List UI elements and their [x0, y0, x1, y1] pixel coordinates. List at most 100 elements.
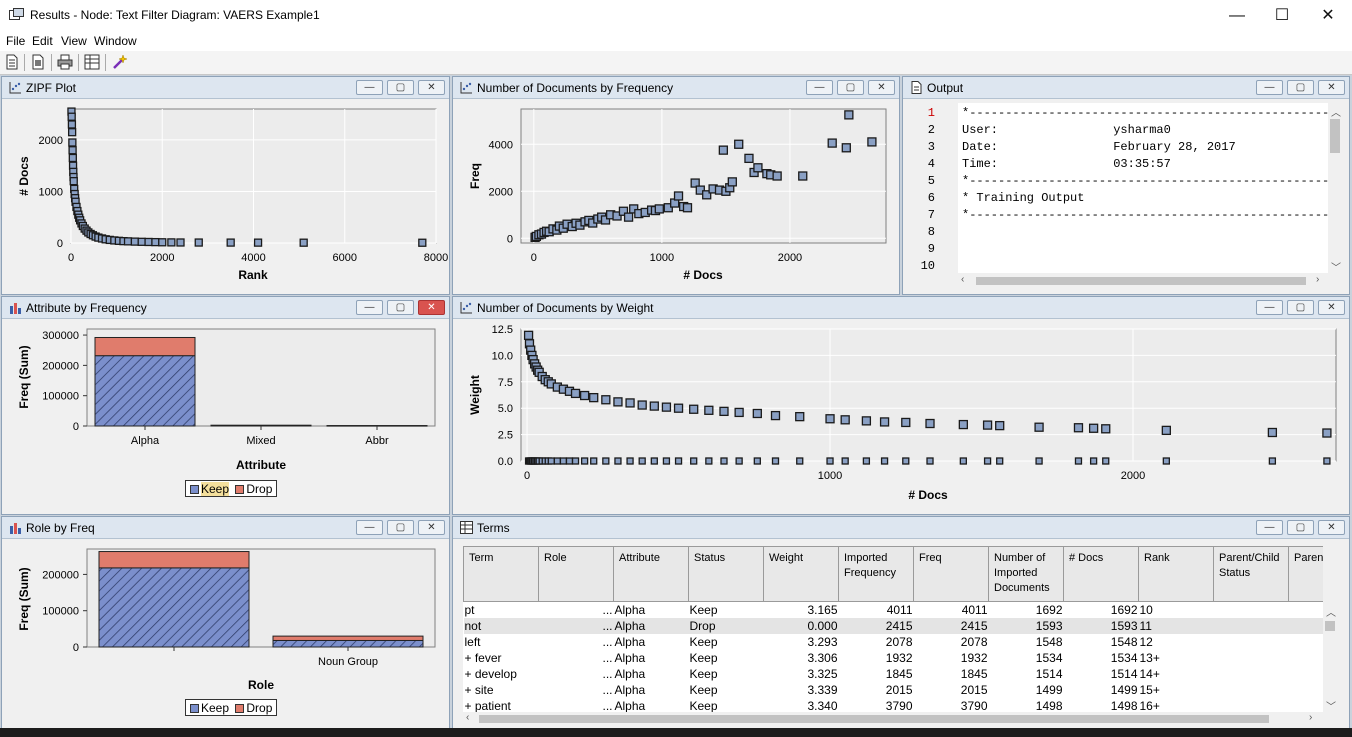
docs-weight-point: [704, 405, 714, 415]
menu-file[interactable]: File: [6, 34, 26, 48]
minimize-panel-button[interactable]: —: [356, 300, 383, 315]
docs-weight-y-tick: 7.5: [498, 377, 513, 389]
minimize-panel-button[interactable]: —: [1256, 300, 1283, 315]
docs-weight-zero-point: [602, 457, 610, 465]
docs-weight-point: [649, 401, 659, 411]
close-window-button[interactable]: ✕: [1321, 7, 1335, 24]
restore-panel-button[interactable]: ▢: [1287, 300, 1314, 315]
terms-column-header[interactable]: Paren: [1288, 546, 1323, 602]
docs-weight-point: [861, 416, 872, 426]
close-panel-button[interactable]: ✕: [418, 80, 445, 95]
terms-column-header[interactable]: Weight: [763, 546, 839, 602]
terms-cell: 3.165: [807, 602, 838, 617]
close-panel-button[interactable]: ✕: [1318, 300, 1345, 315]
close-panel-button[interactable]: ✕: [868, 80, 895, 95]
terms-cell: Keep: [689, 634, 718, 649]
close-panel-button[interactable]: ✕: [418, 300, 445, 315]
docs-freq-y-tick: 4000: [489, 139, 513, 151]
terms-vertical-scrollbar[interactable]: ︿ ﹀: [1323, 603, 1337, 713]
attr-category-label: Alpha: [131, 435, 160, 447]
minimize-panel-button[interactable]: —: [1256, 80, 1283, 95]
minimize-panel-button[interactable]: —: [1256, 520, 1283, 535]
restore-panel-button[interactable]: ▢: [837, 80, 864, 95]
terms-cell: 15+: [1139, 682, 1160, 697]
restore-panel-button[interactable]: ▢: [387, 520, 414, 535]
terms-column-header[interactable]: Freq: [913, 546, 989, 602]
attr-bar-drop: [94, 336, 196, 357]
terms-cell: Alpha: [614, 602, 646, 617]
close-panel-button[interactable]: ✕: [418, 520, 445, 535]
close-panel-button[interactable]: ✕: [1318, 520, 1345, 535]
menu-window[interactable]: Window: [94, 34, 137, 48]
restore-panel-button[interactable]: ▢: [1287, 520, 1314, 535]
terms-column-header[interactable]: Imported Frequency: [838, 546, 914, 602]
attribute-by-frequency-header[interactable]: Attribute by Frequency — ▢ ✕: [2, 297, 449, 319]
window-title: Results - Node: Text Filter Diagram: VAE…: [30, 8, 320, 22]
terms-cell: Alpha: [614, 666, 646, 681]
docs-weight-zero-point: [771, 457, 780, 465]
terms-cell: [1288, 617, 1323, 634]
terms-row[interactable]: + fever... Alpha Keep 3.306 1932 1932 1534 1534…: [464, 650, 1324, 666]
docs-weight-point: [752, 408, 762, 419]
terms-row[interactable]: left... Alpha Keep 3.293 2078 2078 1548 1548 12: [464, 634, 1324, 650]
table-view-icon[interactable]: [84, 54, 100, 70]
zipf-plot-header[interactable]: ZIPF Plot — ▢ ✕: [2, 77, 449, 99]
docs-weight-zero-point: [735, 457, 743, 465]
output-line-number: 4: [927, 157, 935, 171]
terms-row[interactable]: pt... Alpha Keep 3.165 4011 4011 1692 1692 10: [464, 602, 1324, 618]
restore-panel-button[interactable]: ▢: [387, 300, 414, 315]
print-icon[interactable]: [57, 54, 73, 70]
attr-y-tick: 100000: [42, 391, 79, 403]
close-panel-button[interactable]: ✕: [1318, 80, 1345, 95]
terms-row[interactable]: + site... Alpha Keep 3.339 2015 2015 1499 1499 1…: [464, 682, 1324, 698]
menu-view[interactable]: View: [61, 34, 87, 48]
maximize-window-button[interactable]: ☐: [1274, 7, 1290, 24]
terms-cell: 1534: [1110, 650, 1138, 665]
terms-header[interactable]: Terms — ▢ ✕: [453, 517, 1349, 539]
terms-cell: [1289, 634, 1324, 650]
terms-row[interactable]: + patient... Alpha Keep 3.340 3790 3790 1498 14…: [464, 698, 1324, 713]
terms-cell: ...: [602, 698, 613, 713]
docs-by-weight-header[interactable]: Number of Documents by Weight — ▢ ✕: [453, 297, 1349, 319]
output-text-area[interactable]: *---------------------------------------…: [958, 103, 1328, 273]
output-horizontal-scrollbar[interactable]: ‹ ›: [958, 274, 1328, 288]
legend-drop-label: Drop: [246, 482, 273, 496]
terms-column-header[interactable]: # Docs: [1063, 546, 1139, 602]
minimize-panel-button[interactable]: —: [806, 80, 833, 95]
terms-horizontal-scrollbar[interactable]: ‹ ›: [463, 712, 1323, 726]
zipf-point: [167, 238, 176, 247]
terms-row[interactable]: + develop... Alpha Keep 3.325 1845 1845 1514 15…: [464, 666, 1324, 682]
docs-weight-point: [601, 395, 611, 405]
terms-column-header[interactable]: Rank: [1138, 546, 1214, 602]
attribute-by-frequency-chart: 0 100000 200000 300000 Alpha Mixed Abbr Attri…: [17, 328, 436, 472]
magic-wand-icon[interactable]: [112, 54, 128, 70]
terms-column-header[interactable]: Number of Imported Documents: [988, 546, 1064, 602]
minimize-panel-button[interactable]: —: [356, 520, 383, 535]
docs-weight-zero-point: [1089, 457, 1098, 465]
terms-cell: [1214, 698, 1289, 713]
properties-icon[interactable]: [30, 54, 46, 70]
terms-column-header[interactable]: Term: [463, 546, 539, 602]
docs-weight-zero-point: [553, 457, 562, 465]
docs-weight-point: [589, 392, 599, 403]
terms-row[interactable]: not... Alpha Drop 0.000 2415 2415 1593 1593 11: [463, 617, 1323, 634]
zipf-y-axis-label: # Docs: [17, 156, 31, 196]
new-document-icon[interactable]: [4, 54, 20, 70]
terms-column-header[interactable]: Attribute: [613, 546, 689, 602]
docs-weight-zero-point: [959, 457, 967, 465]
minimize-panel-button[interactable]: —: [356, 80, 383, 95]
terms-cell: 13+: [1139, 650, 1160, 665]
restore-panel-button[interactable]: ▢: [387, 80, 414, 95]
terms-column-header[interactable]: Status: [688, 546, 764, 602]
output-vertical-scrollbar[interactable]: ︿ ﹀: [1328, 103, 1342, 274]
zipf-point: [68, 138, 77, 147]
output-header[interactable]: Output — ▢ ✕: [903, 77, 1349, 99]
role-by-freq-header[interactable]: Role by Freq — ▢ ✕: [2, 517, 449, 539]
menu-edit[interactable]: Edit: [32, 34, 53, 48]
restore-panel-button[interactable]: ▢: [1287, 80, 1314, 95]
docs-by-frequency-header[interactable]: Number of Documents by Frequency — ▢ ✕: [453, 77, 899, 99]
minimize-window-button[interactable]: —: [1229, 7, 1245, 24]
terms-column-header[interactable]: Parent/Child Status: [1213, 546, 1289, 602]
terms-column-header[interactable]: Role: [538, 546, 614, 602]
terms-cell: 1548: [1035, 634, 1063, 649]
